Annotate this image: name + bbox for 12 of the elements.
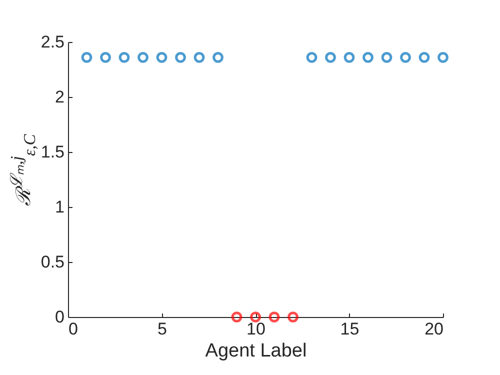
x-tick-label: 15	[340, 320, 360, 338]
y-tick-label: 2.5	[40, 32, 64, 52]
y-tick-label: 1.5	[40, 142, 64, 162]
y-tick-label: 0.5	[40, 252, 64, 272]
x-tick-label: 20	[424, 320, 444, 338]
y-tick-label: 2	[55, 88, 64, 106]
y-tick-label: 1	[55, 198, 64, 216]
x-tick-label: 5	[158, 320, 167, 338]
x-axis-title: Agent Label	[205, 340, 307, 362]
y-tick-label: 0	[55, 308, 64, 326]
x-tick-label: 0	[68, 320, 78, 338]
x-tick-label: 10	[246, 320, 266, 338]
